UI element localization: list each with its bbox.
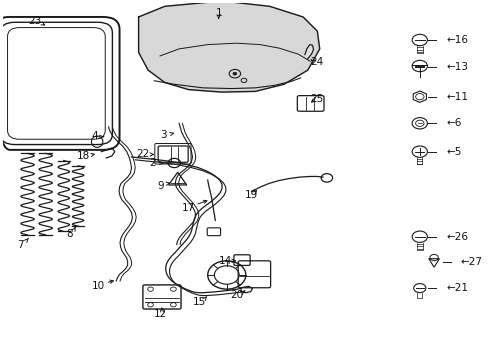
Circle shape xyxy=(232,72,236,75)
Text: 8: 8 xyxy=(66,229,73,239)
Text: ←13: ←13 xyxy=(445,62,467,72)
Text: ←11: ←11 xyxy=(445,92,467,102)
Polygon shape xyxy=(138,1,319,92)
Text: 20: 20 xyxy=(229,290,243,300)
Text: 18: 18 xyxy=(77,151,90,161)
Text: 25: 25 xyxy=(309,94,323,104)
Text: 12: 12 xyxy=(153,309,166,319)
Text: ←27: ←27 xyxy=(459,257,481,266)
Text: ←5: ←5 xyxy=(445,147,461,157)
Text: 23: 23 xyxy=(28,15,42,26)
Text: ←26: ←26 xyxy=(445,232,467,242)
Text: 14: 14 xyxy=(219,256,232,266)
Text: 2: 2 xyxy=(149,158,155,168)
Text: 19: 19 xyxy=(244,190,258,200)
Text: 15: 15 xyxy=(192,297,205,307)
Text: ←21: ←21 xyxy=(445,283,467,293)
Text: 22: 22 xyxy=(136,149,149,159)
Text: 9: 9 xyxy=(157,181,164,191)
Text: 10: 10 xyxy=(91,281,104,291)
Text: 1: 1 xyxy=(215,8,222,18)
Text: 17: 17 xyxy=(182,203,195,213)
Text: 24: 24 xyxy=(310,57,323,67)
Text: 7: 7 xyxy=(18,239,24,249)
Text: ←16: ←16 xyxy=(445,35,467,45)
Text: 4: 4 xyxy=(92,131,99,141)
Polygon shape xyxy=(305,45,313,59)
Text: 3: 3 xyxy=(160,130,167,140)
Text: ←6: ←6 xyxy=(445,118,461,128)
